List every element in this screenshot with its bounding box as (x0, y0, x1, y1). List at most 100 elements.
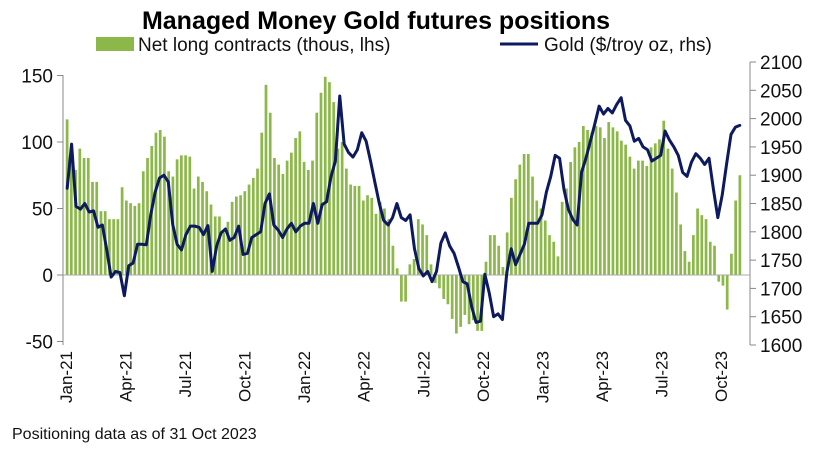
bar (704, 219, 708, 275)
bar (137, 203, 141, 275)
right-tick-label: 1800 (760, 223, 802, 244)
legend-bar-swatch (96, 37, 134, 51)
bar (514, 179, 517, 275)
bar (628, 156, 632, 275)
x-tick-label: Oct-23 (712, 351, 731, 402)
bar (679, 224, 682, 275)
bar (82, 157, 86, 275)
bar (302, 161, 306, 275)
x-tick-label: Jul-21 (176, 351, 195, 397)
x-tick-label: Jan-22 (295, 351, 314, 403)
bar (717, 275, 721, 282)
bar (429, 264, 433, 275)
bar (573, 147, 577, 275)
bar (209, 204, 213, 275)
bar (421, 224, 424, 275)
bar (378, 201, 382, 275)
right-tick-label: 1600 (760, 336, 802, 357)
x-tick-label: Jul-22 (414, 351, 433, 397)
bar (69, 144, 73, 275)
bar (484, 261, 488, 275)
bar (370, 197, 374, 275)
right-axis-ticks: 1600 1650 1700 1750 1800 1850 1900 1950 2000 2050… (750, 53, 802, 357)
bar (734, 200, 738, 275)
bar (738, 175, 742, 275)
left-tick-label: -50 (26, 333, 53, 354)
bar (294, 138, 297, 275)
bar (95, 181, 99, 275)
gold-price-line (65, 94, 742, 324)
x-tick-label: Apr-21 (117, 351, 136, 402)
bar (158, 130, 162, 275)
bar (251, 177, 255, 275)
left-axis-ticks: -50 0 50 100 150 (21, 67, 63, 354)
bar (636, 160, 640, 275)
bar (607, 122, 611, 275)
bar (675, 192, 678, 275)
bar (476, 275, 479, 331)
bar (281, 173, 285, 275)
bar (425, 235, 429, 275)
bar (510, 197, 513, 275)
bar (666, 148, 670, 275)
bar (192, 188, 196, 275)
chart-title: Managed Money Gold futures positions (142, 7, 610, 35)
bar (112, 219, 116, 275)
bar (65, 119, 69, 275)
bar (298, 131, 302, 275)
legend-bar-label: Net long contracts (thous, lhs) (138, 35, 390, 56)
left-tick-label: 150 (21, 67, 53, 88)
bar (285, 160, 289, 275)
bar (649, 147, 653, 275)
bar (721, 275, 725, 286)
bar (336, 148, 340, 275)
bar (273, 157, 276, 275)
right-tick-label: 1650 (760, 308, 802, 329)
bar (683, 251, 687, 275)
bar (603, 138, 606, 275)
bar (361, 200, 365, 275)
bar (395, 268, 399, 275)
bar (404, 275, 407, 302)
bar (201, 181, 204, 275)
bar (615, 131, 619, 275)
bar (450, 275, 454, 319)
bar (383, 208, 386, 275)
bar (345, 168, 348, 275)
bar (91, 181, 94, 275)
bar (222, 232, 226, 275)
bar (459, 275, 462, 327)
bar (129, 203, 132, 275)
bar (442, 275, 446, 299)
bar (560, 201, 564, 275)
bar (552, 241, 556, 275)
right-tick-label: 1750 (760, 251, 802, 272)
x-tick-label: Jan-23 (533, 351, 552, 403)
bar (141, 171, 145, 275)
bar (184, 155, 187, 275)
bar (658, 139, 661, 275)
right-tick-label: 2100 (760, 53, 802, 74)
bar (163, 136, 166, 275)
bar (526, 153, 530, 275)
bar (497, 245, 501, 275)
bar (74, 169, 77, 275)
x-tick-label: Jan-21 (57, 351, 76, 403)
bar (311, 160, 314, 275)
bar (188, 156, 192, 275)
bar (416, 219, 420, 275)
x-tick-label: Oct-22 (474, 351, 493, 402)
bar (323, 76, 327, 275)
bar (471, 275, 475, 321)
bar (620, 140, 623, 275)
bar (501, 267, 505, 275)
right-tick-label: 1900 (760, 166, 802, 187)
bar (548, 235, 551, 275)
right-tick-label: 2000 (760, 110, 802, 131)
bar (581, 126, 585, 275)
bar (366, 195, 369, 275)
bar (662, 120, 666, 275)
bar (180, 155, 183, 275)
bar (408, 264, 412, 275)
